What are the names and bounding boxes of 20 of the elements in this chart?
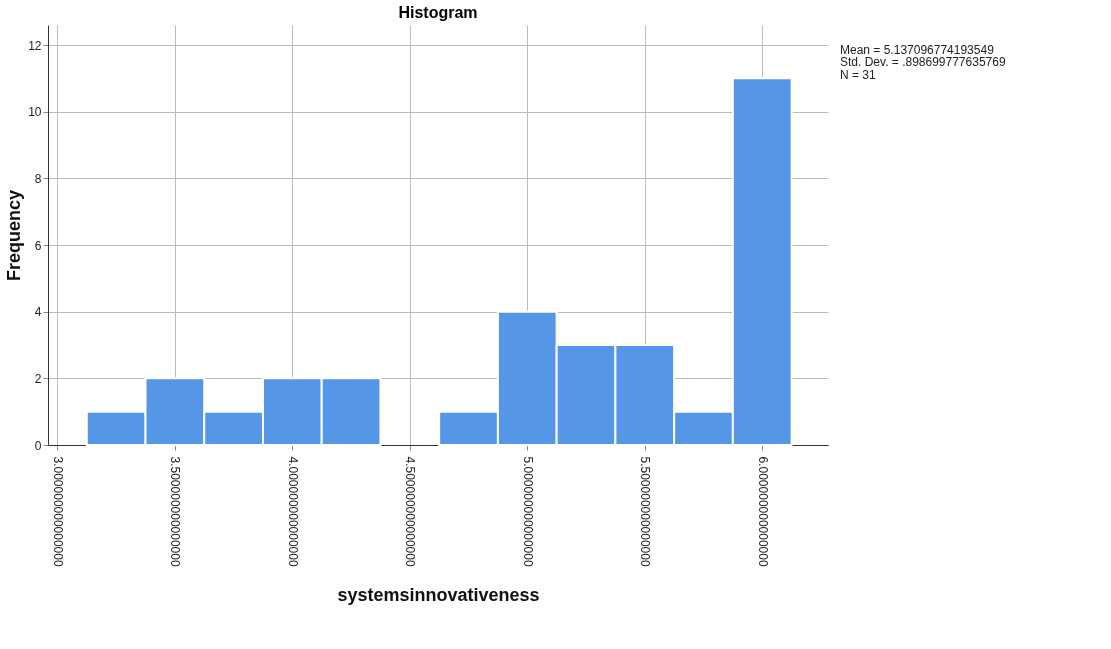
x-tick-label: 4.000000000000000 [285,456,300,567]
y-axis-title: Frequency [4,189,25,282]
x-axis-title: systemsinnovativeness [337,584,540,605]
y-tick-label: 10 [28,105,42,120]
text: Mean = 5.137096774193549 [840,43,995,57]
text: N = 31 [840,67,877,82]
y-tick-label: 0 [34,438,42,453]
y-tick-label: 6 [34,238,42,253]
y-tick-label: 4 [34,305,42,320]
x-tick-label: 6.000000000000000 [755,456,770,567]
y-tick-label: 12 [28,38,42,53]
y-tick-label: 8 [34,171,42,186]
chart-title: Histogram [398,4,478,21]
x-tick-label: 3.500000000000000 [168,456,183,567]
text: Std. Dev. = .898699777635769 [840,55,1006,70]
y-tick-label: 2 [34,371,42,386]
x-tick-label: 5.500000000000000 [638,456,653,567]
x-tick-label: 4.500000000000000 [403,456,418,567]
x-tick-label: 3.000000000000000 [50,456,65,567]
x-tick-label: 5.000000000000000 [520,456,535,567]
